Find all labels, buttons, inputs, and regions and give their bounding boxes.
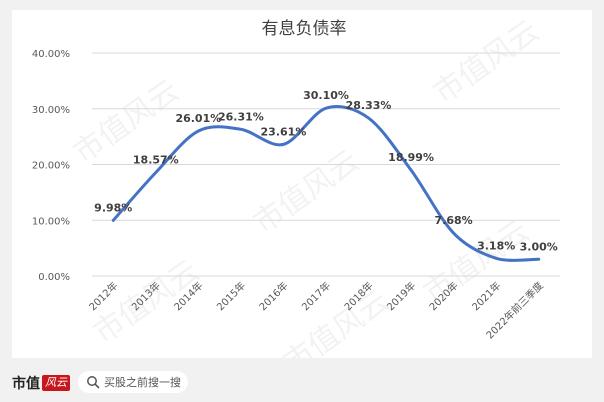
y-axis-ticks: 0.00% 10.00% 20.00% 30.00% 40.00%	[32, 49, 70, 283]
search-box[interactable]: 买股之前搜一搜	[78, 371, 188, 393]
data-label: 18.57%	[133, 153, 179, 166]
footer-bar: 市值 风云 买股之前搜一搜	[0, 362, 604, 402]
data-label: 26.01%	[175, 112, 221, 125]
y-tick-label: 10.00%	[32, 216, 70, 227]
chart-card: 市值风云 市值风云 市值风云 市值风云 市值风云 市值风云 有息负债率 0.00% 10.0…	[12, 10, 592, 381]
search-icon	[87, 376, 100, 389]
data-label: 3.00%	[520, 240, 558, 253]
data-label: 18.99%	[388, 151, 434, 164]
y-tick-label: 30.00%	[32, 105, 70, 116]
x-tick-label: 2019年	[384, 279, 418, 313]
search-text: 买股之前搜一搜	[104, 376, 181, 389]
data-label: 9.98%	[94, 201, 132, 214]
brand-logo: 市值 风云	[12, 373, 70, 393]
data-label: 7.68%	[435, 214, 473, 227]
x-tick-label: 2015年	[214, 279, 248, 313]
y-tick-label: 40.00%	[32, 49, 70, 60]
watermark-text: 市值风云	[417, 213, 535, 310]
data-labels: 9.98% 18.57% 26.01%26.31% 23.61% 30.10%28.33…	[94, 89, 558, 253]
x-tick-label: 2016年	[256, 279, 290, 313]
data-label: 23.61%	[261, 125, 307, 138]
series-line	[111, 105, 541, 262]
x-tick-label: 2017年	[299, 279, 333, 313]
watermark-text: 市值风云	[277, 283, 395, 358]
chart-title: 有息负债率	[262, 19, 347, 39]
data-label: 28.33%	[346, 99, 392, 112]
brand-seal: 风云	[42, 375, 70, 391]
data-label: 3.18%	[477, 239, 515, 252]
data-label: 26.31%	[218, 110, 264, 123]
brand-name: 市值	[12, 376, 40, 392]
y-tick-label: 0.00%	[38, 272, 70, 283]
series-path	[111, 105, 541, 262]
data-label: 30.10%	[303, 89, 349, 102]
watermark-text: 市值风云	[247, 143, 365, 240]
y-tick-label: 20.00%	[32, 161, 70, 172]
watermark-text: 市值风云	[427, 13, 545, 110]
